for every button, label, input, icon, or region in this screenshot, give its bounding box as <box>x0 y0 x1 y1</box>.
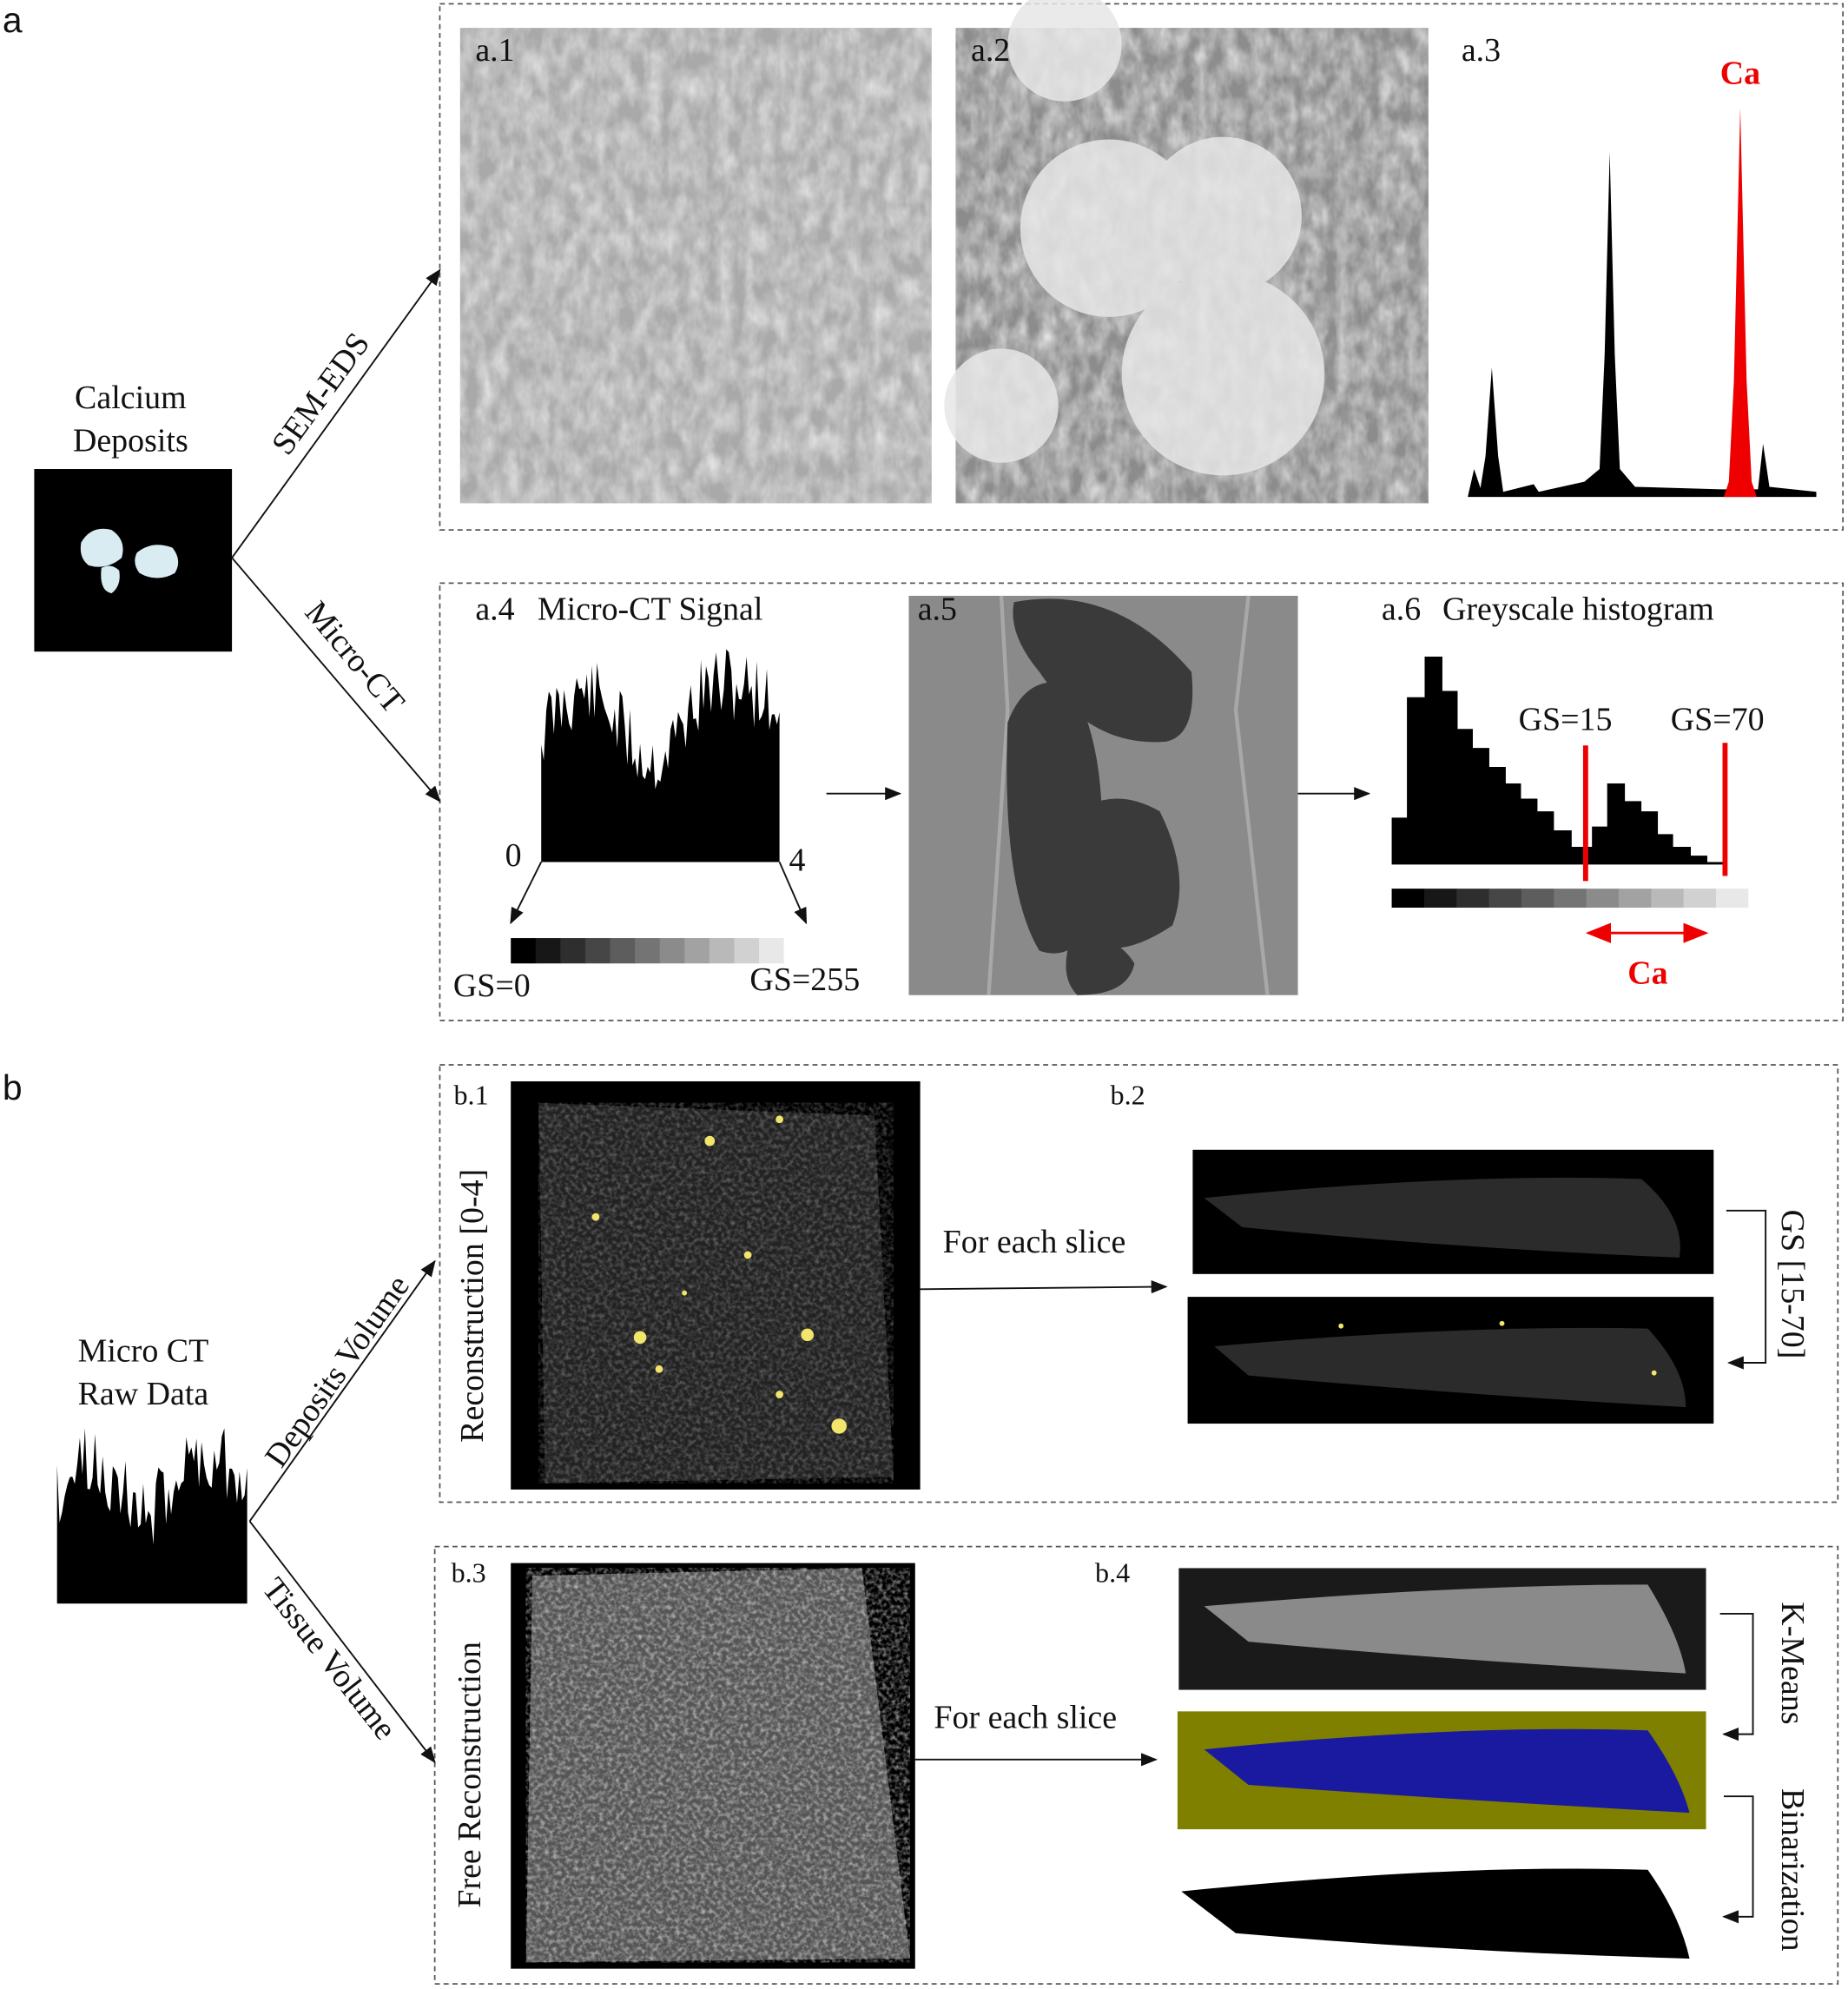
branch-label: SEM-EDS <box>265 326 377 461</box>
image-label: b.3 <box>452 1557 486 1589</box>
grey-step <box>1488 889 1522 909</box>
panel-label: b <box>3 1067 23 1107</box>
greyscale-bar <box>1391 889 1782 909</box>
grey-step <box>1651 889 1685 909</box>
plot-title: Greyscale histogram <box>1442 591 1714 628</box>
binary-mask <box>1181 1868 1690 1959</box>
image-label: b.4 <box>1095 1557 1130 1589</box>
branch-arrow <box>231 557 441 803</box>
caption: Reconstruction [0-4] <box>454 1169 491 1443</box>
grey-step <box>1391 889 1425 909</box>
grey-step <box>1683 889 1717 909</box>
step-label: For each slice <box>934 1699 1117 1735</box>
grey-step <box>1554 889 1587 909</box>
gs-label: GS=255 <box>749 961 860 998</box>
source-label: Raw Data <box>78 1376 209 1412</box>
grey-step <box>709 938 736 964</box>
slice-tissue <box>1204 1177 1680 1258</box>
grey-step <box>1748 889 1782 909</box>
branch-label: Tissue Volume <box>255 1571 404 1747</box>
gs-label: GS=0 <box>453 968 531 1004</box>
map-arrow <box>778 862 808 925</box>
grey-step <box>1618 889 1653 909</box>
threshold-label: GS=15 <box>1519 702 1613 738</box>
sem-box <box>439 3 1845 531</box>
sem-texture <box>459 28 932 504</box>
kmeans-cluster <box>1204 1728 1690 1814</box>
ca-peak <box>1723 108 1757 498</box>
axis-label: 4 <box>789 843 806 879</box>
grey-step <box>610 938 636 964</box>
slice-tissue <box>1204 1584 1686 1674</box>
image-label: a.4 <box>475 591 514 628</box>
branch-arrow <box>231 268 441 558</box>
peak-label: Ca <box>1720 55 1760 91</box>
sample-label: Calcium <box>75 380 187 416</box>
caption: Free Reconstruction <box>452 1642 488 1908</box>
threshold-label: GS=70 <box>1671 702 1765 738</box>
axis-label: 0 <box>505 837 522 874</box>
grey-step <box>1521 889 1554 909</box>
greyscale-bar <box>511 938 809 964</box>
sample-label: Deposits <box>73 423 188 459</box>
image-label: a.3 <box>1462 32 1501 69</box>
deposit-box <box>439 1064 1839 1503</box>
grey-step <box>659 938 686 964</box>
deposit-blobs <box>80 528 179 594</box>
branch-arrow <box>248 1520 436 1764</box>
deposit-shadows <box>1006 598 1193 995</box>
map-arrow <box>510 862 543 925</box>
grey-step <box>584 938 611 964</box>
image-label: b.2 <box>1111 1079 1145 1110</box>
plot-title: Micro-CT Signal <box>538 591 763 628</box>
tissue-box <box>433 1545 1839 1986</box>
sample-photo <box>34 469 233 652</box>
grey-step <box>684 938 710 964</box>
step-label: Binarization <box>1774 1788 1811 1952</box>
panel-label: a <box>3 0 23 40</box>
image-label: a.1 <box>475 32 514 69</box>
image-label: a.2 <box>971 32 1010 69</box>
source-label: Micro CT <box>78 1332 209 1369</box>
grey-step <box>1715 889 1750 909</box>
image-label: a.5 <box>918 591 957 628</box>
grey-step <box>759 938 785 964</box>
bracket-arrow <box>1726 1209 1767 1370</box>
step-label: For each slice <box>943 1224 1126 1260</box>
deposit-spots <box>1338 1320 1657 1376</box>
grey-step <box>635 938 661 964</box>
branch-arrow <box>248 1259 436 1522</box>
grey-step <box>783 938 809 964</box>
slice-tissue <box>1214 1327 1686 1408</box>
tissue-texture <box>525 1568 910 1963</box>
signal-histogram <box>541 649 780 862</box>
branch-label: Deposits Volume <box>258 1269 417 1474</box>
grey-step <box>511 938 537 964</box>
image-label: a.6 <box>1382 591 1421 628</box>
raw-histogram <box>56 1428 248 1604</box>
eds-spectrum <box>1451 152 1817 498</box>
grey-step <box>535 938 562 964</box>
grey-step <box>560 938 586 964</box>
tissue-texture <box>538 1102 894 1483</box>
grey-step <box>1456 889 1490 909</box>
grey-step <box>1586 889 1620 909</box>
bracket-arrow <box>1722 1795 1754 1924</box>
grey-step <box>1423 889 1457 909</box>
step-label: K-Means <box>1774 1602 1811 1724</box>
greyscale-histogram <box>1391 657 1724 865</box>
range-label: Ca <box>1627 955 1667 992</box>
tube-wall <box>987 595 1270 995</box>
image-label: b.1 <box>454 1079 489 1110</box>
threshold-label: GS [15-70] <box>1774 1210 1811 1359</box>
crystal-spheres <box>944 0 1325 476</box>
grey-step <box>734 938 760 964</box>
deposit-spots <box>591 1115 847 1434</box>
flow-arrow <box>920 1280 1168 1294</box>
bracket-arrow <box>1719 1613 1754 1741</box>
